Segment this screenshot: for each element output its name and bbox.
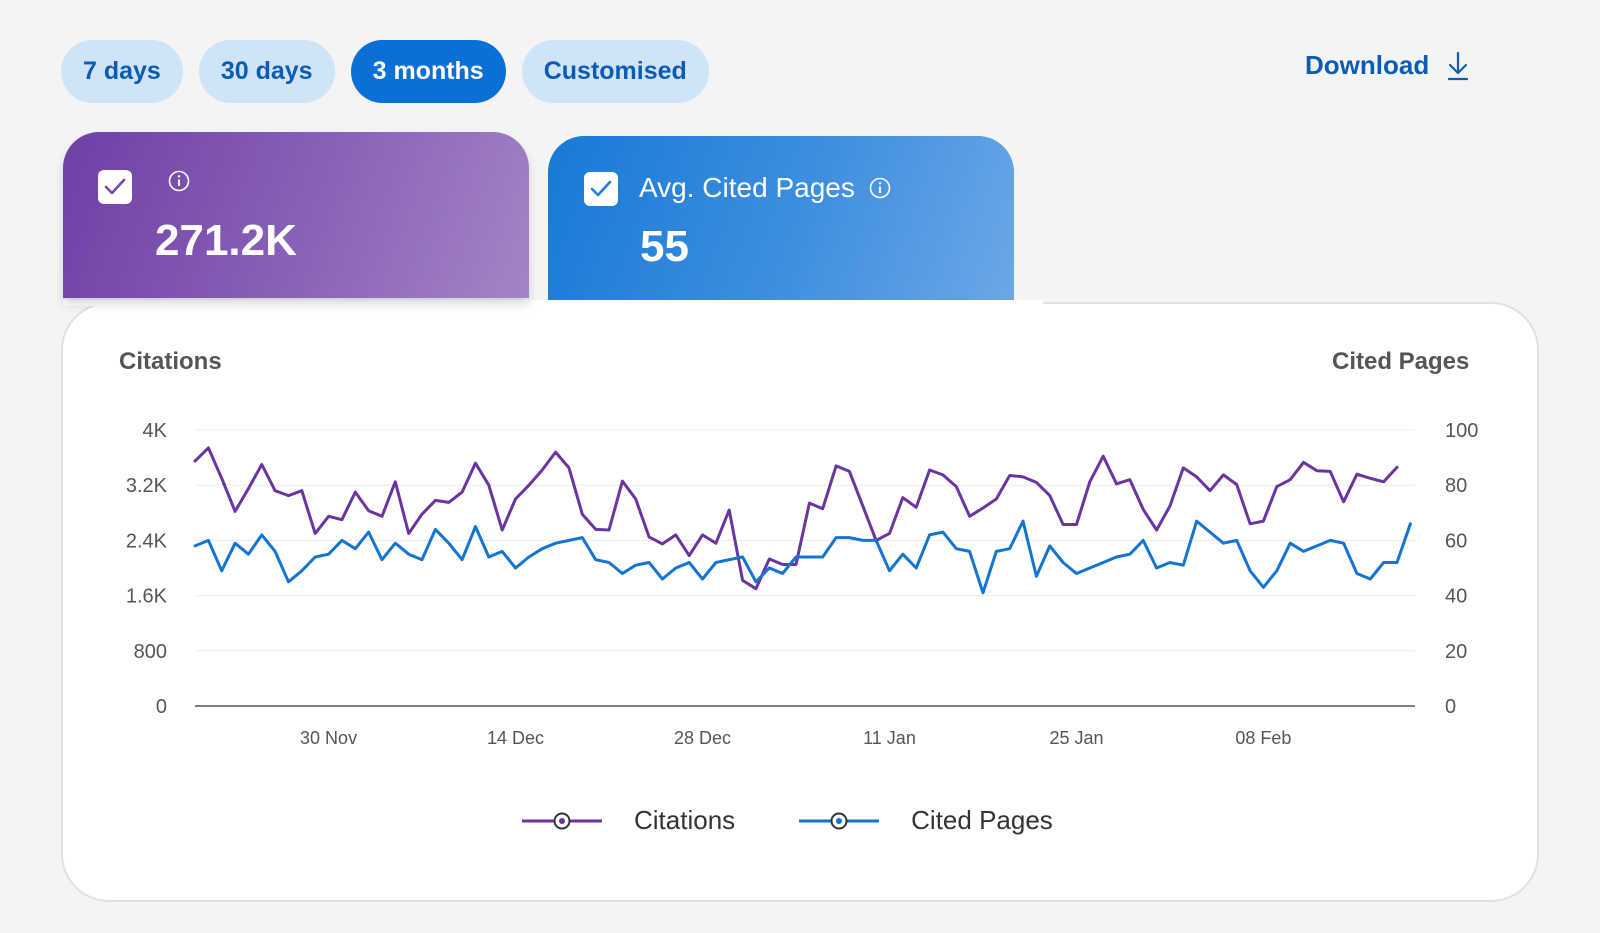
tab-30-days[interactable]: 30 days [198,40,335,103]
checkmark-icon [590,180,612,197]
y-left-tick-label: 2.4K [126,530,168,552]
right-axis-title: Cited Pages [1332,348,1470,375]
cited-pages-label: Avg. Cited Pages [639,172,855,203]
series-line-cited-pages [193,519,1412,595]
legend-item-citations[interactable]: Citations [520,805,735,836]
x-tick-label: 08 Feb [1235,728,1291,748]
download-arrow-icon [1448,51,1469,80]
legend-label-citations: Citations [634,805,736,835]
cited-pages-label-row: Avg. Cited Pages [639,172,891,204]
y-left-tick-label: 1.6K [126,586,168,608]
download-label: Download [1305,50,1430,80]
checkmark-icon [104,178,126,195]
x-tick-label: 28 Dec [674,728,731,748]
y-left-tick-label: 800 [134,641,167,663]
y-right-tick-label: 0 [1445,696,1456,718]
series-line-citations [193,446,1399,591]
cited-pages-metric-card[interactable]: Avg. Cited Pages 55 [548,136,1014,304]
x-tick-label: 25 Jan [1049,728,1103,748]
y-right-tick-label: 80 [1445,475,1467,497]
y-right-tick-label: 20 [1445,641,1467,663]
citations-checkbox[interactable] [98,170,132,204]
chart-panel [61,302,1539,902]
legend-label-cited-pages: Cited Pages [911,805,1053,835]
cited-pages-checkbox[interactable] [584,172,618,206]
chart-legend: Citations Cited Pages [520,805,1053,836]
tab-3-months[interactable]: 3 months [350,40,506,103]
tab-7-days[interactable]: 7 days [61,40,183,103]
y-left-tick-label: 4K [143,420,168,442]
y-right-tick-label: 60 [1445,530,1467,552]
info-icon[interactable] [869,177,891,199]
x-tick-label: 14 Dec [487,728,544,748]
info-icon[interactable] [168,170,190,192]
y-right-tick-label: 40 [1445,586,1467,608]
date-range-tabs: 7 days 30 days 3 months Customised [61,40,709,103]
cited-pages-value: 55 [640,222,689,271]
x-tick-label: 30 Nov [300,728,357,748]
x-tick-label: 11 Jan [863,728,916,748]
legend-marker-citations-icon [522,812,602,829]
legend-item-cited-pages[interactable]: Cited Pages [797,805,1053,836]
citations-value: 271.2K [155,216,297,265]
tab-customised[interactable]: Customised [521,40,709,103]
y-left-tick-label: 3.2K [126,475,168,497]
y-left-tick-label: 0 [156,696,167,718]
citations-metric-card[interactable]: 271.2K [63,132,529,298]
left-axis-title: Citations [119,348,222,375]
y-right-tick-label: 100 [1445,420,1478,442]
download-button[interactable]: Download [1305,50,1469,81]
legend-marker-cited-pages-icon [799,812,880,829]
